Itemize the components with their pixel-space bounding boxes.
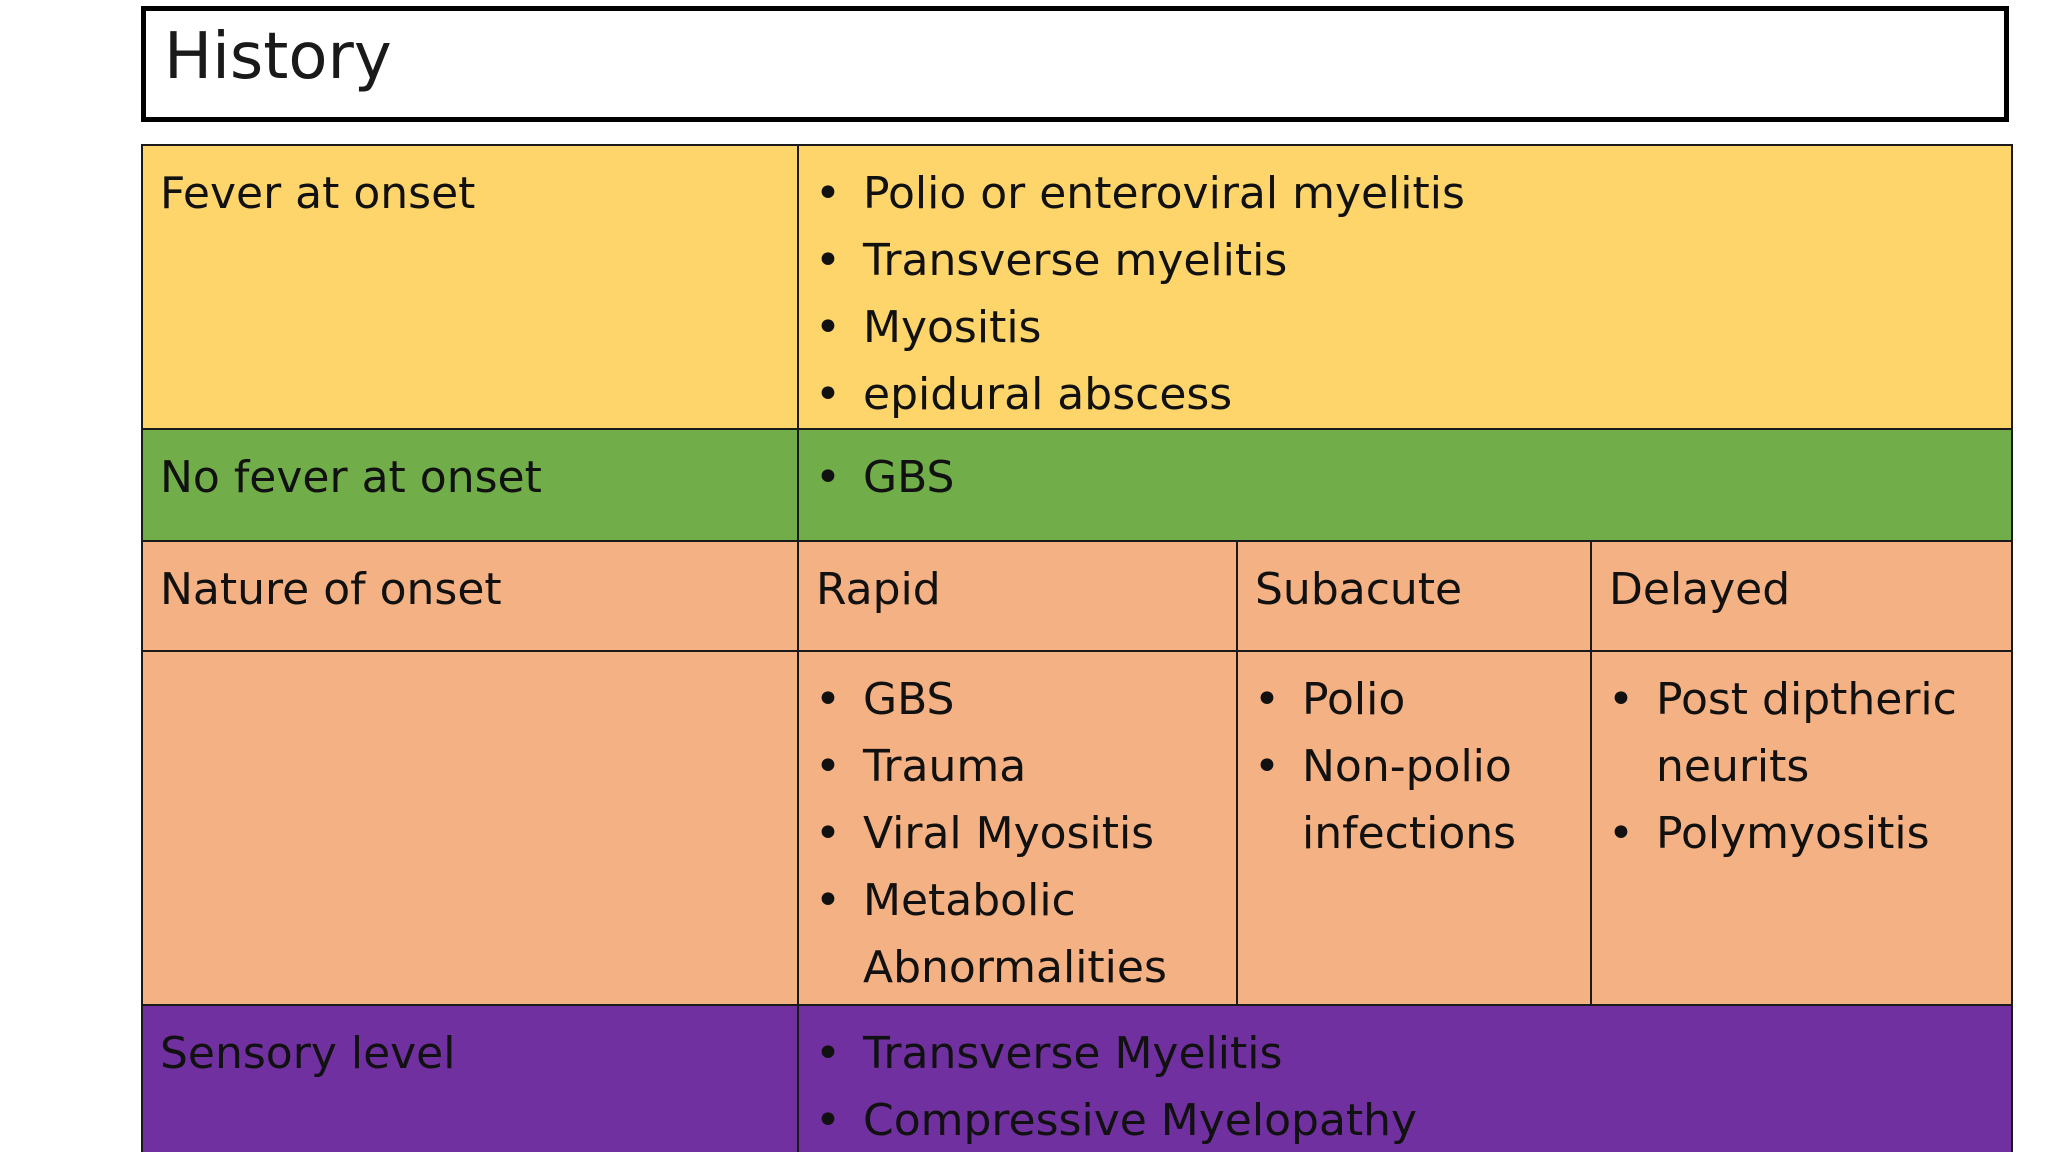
list-item: Post diptheric neurits <box>1592 666 1986 800</box>
list-item: Polio or enteroviral myelitis <box>799 160 2011 227</box>
rapid-items-cell: GBS Trauma Viral Myositis Metabolic Abno… <box>797 650 1238 1006</box>
subacute-header-cell: Subacute <box>1236 540 1592 652</box>
title-box: History <box>141 6 2009 122</box>
table-row-onset-items: GBS Trauma Viral Myositis Metabolic Abno… <box>141 650 2014 1006</box>
page-title: History <box>164 20 392 94</box>
delayed-header-cell: Delayed <box>1589 540 2014 652</box>
no-fever-label: No fever at onset <box>160 452 542 503</box>
onset-empty-cell <box>141 650 799 1006</box>
list-item: Polio <box>1238 666 1590 733</box>
onset-label: Nature of onset <box>160 564 502 615</box>
table-row-sensory: Sensory level Transverse Myelitis Compre… <box>141 1004 2014 1152</box>
onset-label-cell: Nature of onset <box>141 540 799 652</box>
no-fever-label-cell: No fever at onset <box>141 428 799 542</box>
list-item: Metabolic Abnormalities <box>799 867 1167 1001</box>
rapid-header: Rapid <box>816 564 941 615</box>
no-fever-items-cell: GBS <box>796 428 2014 542</box>
table-row-onset-header: Nature of onset Rapid Subacute Delayed <box>141 540 2014 652</box>
list-item: Compressive Myelopathy <box>799 1087 2011 1152</box>
sensory-items-cell: Transverse Myelitis Compressive Myelopat… <box>796 1004 2014 1152</box>
list-item: GBS <box>799 666 1236 733</box>
list-item: Trauma <box>799 733 1236 800</box>
history-table: Fever at onset Polio or enteroviral myel… <box>141 144 2014 1152</box>
list-item: Transverse myelitis <box>799 227 2011 294</box>
list-item: GBS <box>799 444 2011 511</box>
list-item: Viral Myositis <box>799 800 1236 867</box>
fever-label: Fever at onset <box>160 168 476 219</box>
sensory-label: Sensory level <box>160 1028 456 1079</box>
delayed-items-cell: Post diptheric neurits Polymyositis <box>1589 650 2014 1006</box>
sensory-list: Transverse Myelitis Compressive Myelopat… <box>799 1020 2011 1152</box>
fever-label-cell: Fever at onset <box>141 144 799 430</box>
list-item: Transverse Myelitis <box>799 1020 2011 1087</box>
fever-items-cell: Polio or enteroviral myelitis Transverse… <box>796 144 2014 430</box>
table-row-no-fever: No fever at onset GBS <box>141 428 2014 542</box>
rapid-header-cell: Rapid <box>797 540 1238 652</box>
list-item: Non-polio infections <box>1238 733 1532 867</box>
rapid-list: GBS Trauma Viral Myositis Metabolic Abno… <box>799 666 1236 1001</box>
delayed-list: Post diptheric neurits Polymyositis <box>1592 666 2011 867</box>
sensory-label-cell: Sensory level <box>141 1004 799 1152</box>
list-item: Myositis <box>799 294 2011 361</box>
list-item: Polymyositis <box>1592 800 2011 867</box>
fever-list: Polio or enteroviral myelitis Transverse… <box>799 160 2011 428</box>
delayed-header: Delayed <box>1609 564 1791 615</box>
list-item: epidural abscess <box>799 361 2011 428</box>
table-row-fever: Fever at onset Polio or enteroviral myel… <box>141 144 2014 430</box>
no-fever-list: GBS <box>799 444 2011 511</box>
subacute-list: Polio Non-polio infections <box>1238 666 1590 867</box>
subacute-items-cell: Polio Non-polio infections <box>1236 650 1592 1006</box>
subacute-header: Subacute <box>1255 564 1463 615</box>
